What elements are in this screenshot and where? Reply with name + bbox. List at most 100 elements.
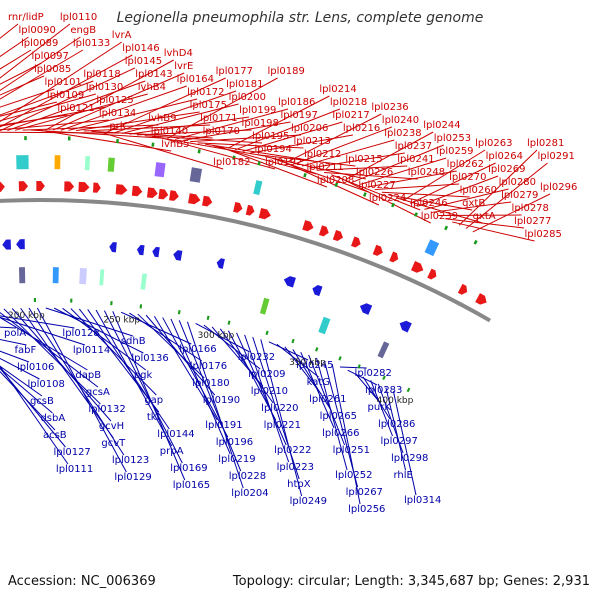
forward-gene-label-leader <box>0 49 84 100</box>
forward-gene-label: lpl0146 <box>122 43 159 54</box>
reverse-gene-label-leader <box>3 308 101 405</box>
reverse-gene-label: acsB <box>43 430 67 441</box>
reverse-gene-label: gap <box>144 395 163 406</box>
forward-gene-label: lpl0194 <box>255 144 292 155</box>
reverse-gene-label-leader <box>203 324 261 370</box>
reverse-gene-label: lpl0252 <box>335 470 372 481</box>
reverse-gene-label: lpl0220 <box>261 403 298 414</box>
forward-gene-label-leader <box>402 149 486 201</box>
reverse-gene-label: htpX <box>287 479 311 490</box>
reverse-gene-label: lpl0298 <box>391 453 428 464</box>
forward-gene-label-leader <box>279 159 380 206</box>
reverse-gene-label-leader <box>178 320 242 472</box>
forward-gene-arrow <box>410 261 424 273</box>
forward-gene-label-leader <box>0 23 71 79</box>
green-mark <box>303 172 307 178</box>
forward-gene-label-leader <box>381 191 470 198</box>
reverse-gene-label-leader <box>308 354 346 446</box>
forward-gene-arrow <box>36 181 45 192</box>
green-mark <box>257 161 261 166</box>
green-mark <box>334 182 339 188</box>
reverse-gene-label-leader <box>300 351 335 429</box>
forward-gene-label-leader <box>106 77 226 133</box>
forward-gene-arrow <box>131 185 143 197</box>
forward-gene-label: lvhB4 <box>138 82 166 93</box>
forward-gene-label: lpl0134 <box>99 108 136 119</box>
forward-gene-label: lpl0215 <box>345 154 382 165</box>
forward-gene-label: lpl0244 <box>423 120 460 131</box>
forward-gene-label: lpl0246 <box>410 198 447 209</box>
forward-gene-arrow <box>92 182 101 193</box>
forward-gene-label: lpl0281 <box>527 138 564 149</box>
forward-gene-label-leader <box>294 126 392 165</box>
forward-gene-label-leader <box>445 218 525 229</box>
green-mark <box>24 136 27 141</box>
reverse-gene-label-leader <box>195 323 250 353</box>
green-mark <box>357 364 361 369</box>
reverse-gene-arrow <box>173 250 183 261</box>
genome-backbone <box>0 198 491 323</box>
reverse-gene-label: fabF <box>14 345 36 356</box>
green-mark <box>406 387 411 393</box>
reverse-gene-label-leader <box>236 332 287 446</box>
forward-gene-label-leader <box>53 72 185 131</box>
forward-gene-label-leader <box>7 80 146 132</box>
forward-gene-label: lpl0224 <box>369 193 406 204</box>
forward-gene-label-leader <box>144 135 263 144</box>
forward-gene-label-leader <box>367 170 457 188</box>
reverse-gene-label: lpl0228 <box>229 471 266 482</box>
forward-gene-label-leader <box>242 121 343 152</box>
reverse-gene-label: sdhB <box>121 336 146 347</box>
reverse-gene-label-leader <box>0 339 27 346</box>
forward-gene-label-leader <box>174 108 289 140</box>
forward-gene-label: lpl0133 <box>73 38 110 49</box>
reverse-gene-label: lpl0221 <box>264 420 301 431</box>
reverse-gene-label: lpl0210 <box>251 386 288 397</box>
forward-gene-arrow <box>332 229 343 242</box>
forward-gene-label: lpl0236 <box>371 102 408 113</box>
forward-gene-label: lpl0262 <box>447 159 484 170</box>
reverse-gene-label: lpl0111 <box>56 464 93 475</box>
forward-gene-label-leader <box>316 165 408 171</box>
forward-gene-label-leader <box>395 197 483 224</box>
forward-gene-label-leader <box>167 77 278 139</box>
forward-gene-arrow <box>0 181 5 192</box>
reverse-gene-label: lpl0297 <box>381 436 418 447</box>
forward-gene-arrow <box>188 193 201 205</box>
forward-gene-label: rnr/lidP <box>8 12 44 23</box>
reverse-gene-label-leader <box>316 357 348 471</box>
reverse-gene-label-leader <box>62 307 147 371</box>
forward-gene-label-leader <box>250 134 353 154</box>
green-mark <box>473 239 478 245</box>
forward-gene-label: lpl0259 <box>436 146 473 157</box>
reverse-gene-label: lpl0132 <box>88 404 125 415</box>
forward-gene-label-leader <box>0 49 32 70</box>
forward-gene-label: lpl0206 <box>291 123 328 134</box>
reverse-gene-label: lpl0266 <box>322 428 359 439</box>
green-mark <box>382 375 386 381</box>
reverse-gene-label-leader <box>162 317 229 438</box>
forward-gene-label: lpl0277 <box>514 216 551 227</box>
reverse-gene-label: lpl0127 <box>53 447 90 458</box>
forward-gene-label: lpl0181 <box>226 79 263 90</box>
forward-gene-label: lpl0145 <box>125 56 162 67</box>
forward-gene-label: lpl0109 <box>47 90 84 101</box>
forward-gene-label: lpl0198 <box>242 118 279 129</box>
scale-label: 200 kbp <box>8 311 45 321</box>
forward-gene-label: lpl0208 <box>317 175 354 186</box>
feature-block <box>189 167 203 183</box>
forward-gene-label-leader <box>76 111 200 132</box>
forward-gene-label: lpl0253 <box>434 133 471 144</box>
forward-gene-label-leader <box>0 101 58 117</box>
forward-gene-label-leader <box>129 116 250 135</box>
forward-gene-label: lpl0214 <box>319 84 356 95</box>
reverse-gene-label: lpl0169 <box>170 463 207 474</box>
topology-label: Topology: circular; Length: 3,345,687 bp… <box>232 574 590 589</box>
forward-gene-label: lpl0217 <box>332 110 369 121</box>
forward-gene-label-leader <box>0 41 123 123</box>
green-mark <box>197 149 201 154</box>
green-mark <box>227 320 231 325</box>
forward-gene-label-leader <box>301 139 395 167</box>
reverse-gene-label: lpl0249 <box>290 496 327 507</box>
